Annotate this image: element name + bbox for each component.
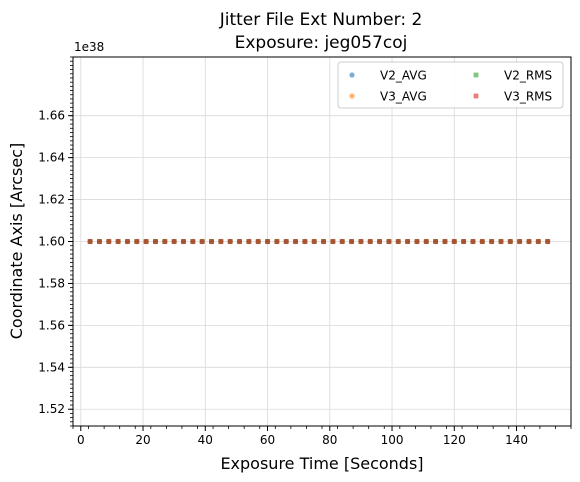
x-tick-label: 60 <box>260 433 275 447</box>
point-v3-rms <box>349 239 354 244</box>
legend-marker <box>473 93 479 99</box>
point-v3-rms <box>190 239 196 244</box>
x-tick-label: 20 <box>135 433 150 447</box>
y-axis-label: Coordinate Axis [Arcsec] <box>7 143 26 340</box>
x-tick-label: 80 <box>322 433 337 447</box>
point-v3-rms <box>526 239 532 244</box>
legend-frame <box>337 61 564 109</box>
point-v3-rms <box>507 239 513 244</box>
point-v3-rms <box>87 239 93 244</box>
point-v3-rms <box>265 239 270 244</box>
point-v3-rms <box>535 239 541 244</box>
point-v3-rms <box>405 239 410 244</box>
point-v3-rms <box>153 239 158 244</box>
x-axis: 0 20 40 60 80 100 120 140 <box>72 426 572 447</box>
point-v3-rms <box>451 239 457 244</box>
point-v3-rms <box>227 239 233 244</box>
y-tick-label: 1.56 <box>38 318 65 332</box>
point-v3-rms <box>479 239 485 244</box>
point-v3-rms <box>321 239 326 244</box>
point-v3-rms <box>423 239 429 244</box>
legend-label: V2_AVG <box>380 69 427 83</box>
point-v3-rms <box>489 239 495 244</box>
point-v3-rms <box>171 239 177 244</box>
chart-title-line-2: Exposure: jeg057coj <box>235 33 408 53</box>
y-tick-label: 1.54 <box>38 360 65 374</box>
y-offset-label: 1e38 <box>74 40 104 54</box>
y-tick-label: 1.66 <box>38 109 65 123</box>
legend: V2_AVG V3_AVG V2_RMS V3_RMS <box>337 61 564 109</box>
point-v3-rms <box>143 239 149 244</box>
point-v3-rms <box>302 239 308 244</box>
point-v3-rms <box>134 239 140 244</box>
point-v3-rms <box>545 239 551 244</box>
point-v3-rms <box>125 239 130 244</box>
point-v3-rms <box>498 239 504 244</box>
y-tick-label: 1.62 <box>38 193 65 207</box>
y-axis: 1.52 1.54 1.56 1.58 1.60 1.62 1.64 1.66 <box>38 56 73 427</box>
point-v3-rms <box>181 239 186 244</box>
point-v3-rms <box>339 239 345 244</box>
point-v3-rms <box>199 239 205 244</box>
point-v3-rms <box>311 239 317 244</box>
point-v3-rms <box>470 239 476 244</box>
legend-marker <box>349 72 355 78</box>
y-tick-label: 1.64 <box>38 151 65 165</box>
point-v3-rms <box>293 239 298 244</box>
x-tick-label: 40 <box>198 433 213 447</box>
y-tick-label: 1.52 <box>38 402 65 416</box>
legend-label: V3_RMS <box>504 90 552 104</box>
point-v3-rms <box>517 239 523 244</box>
point-v3-rms <box>274 239 280 244</box>
legend-label: V2_RMS <box>504 69 552 83</box>
y-tick-label: 1.58 <box>38 276 65 290</box>
point-v3-rms <box>237 239 242 244</box>
chart-title-line-1: Jitter File Ext Number: 2 <box>219 10 423 30</box>
x-tick-label: 140 <box>505 433 528 447</box>
legend-marker <box>473 72 479 78</box>
point-v3-rms <box>218 239 224 244</box>
legend-marker <box>349 93 355 99</box>
data-points <box>87 238 551 245</box>
point-v3-rms <box>283 239 289 244</box>
point-v3-rms <box>209 239 214 244</box>
point-v3-rms <box>414 239 420 244</box>
x-tick-label: 0 <box>77 433 85 447</box>
point-v3-rms <box>442 239 448 244</box>
point-v3-rms <box>246 239 252 244</box>
point-v3-rms <box>97 239 102 244</box>
point-v3-rms <box>162 239 168 244</box>
point-v3-rms <box>330 239 336 244</box>
point-v3-rms <box>358 239 364 244</box>
point-v3-rms <box>367 239 373 244</box>
point-v3-rms <box>115 239 121 244</box>
point-v3-rms <box>255 239 261 244</box>
x-tick-label: 120 <box>443 433 466 447</box>
x-axis-label: Exposure Time [Seconds] <box>220 454 423 473</box>
x-tick-label: 100 <box>381 433 404 447</box>
point-v3-rms <box>106 239 112 244</box>
point-v3-rms <box>386 239 392 244</box>
y-tick-label: 1.60 <box>38 235 65 249</box>
point-v3-rms <box>461 239 467 244</box>
point-v3-rms <box>433 239 439 244</box>
legend-label: V3_AVG <box>380 90 427 104</box>
point-v3-rms <box>377 239 382 244</box>
point-v3-rms <box>395 239 401 244</box>
